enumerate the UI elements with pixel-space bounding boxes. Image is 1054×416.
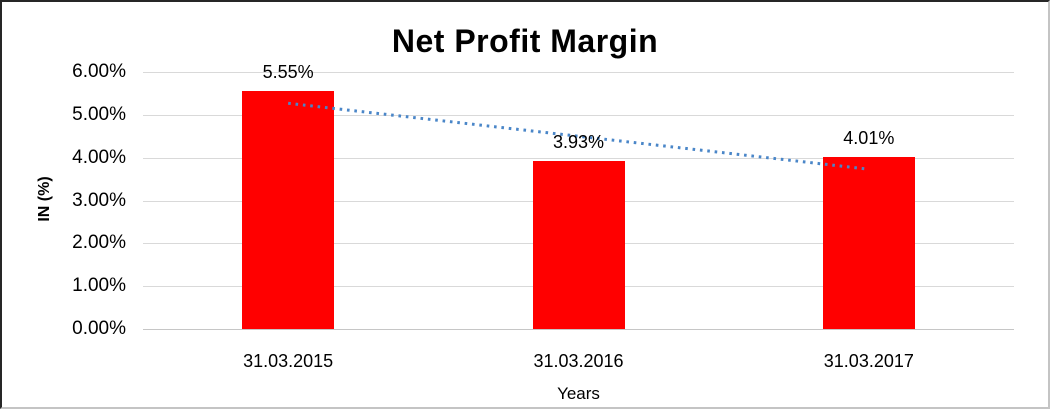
x-tick-label: 31.03.2017 [823, 351, 914, 371]
chart-title: Net Profit Margin [391, 23, 659, 59]
x-axis-line [143, 329, 1014, 330]
y-tick-label: 1.00% [72, 275, 126, 297]
y-tick-label: 0.00% [72, 318, 126, 339]
x-axis-title: Years [557, 384, 600, 403]
x-tick-label: 31.03.2016 [533, 351, 624, 371]
bar-data-label: 3.93% [552, 131, 605, 152]
y-tick-label: 3.00% [72, 189, 126, 211]
y-tick-label: 5.00% [72, 103, 126, 125]
bar-data-label: 5.55% [262, 62, 314, 83]
gridline [143, 72, 1014, 73]
bar [532, 160, 625, 329]
y-tick-label: 6.00% [72, 61, 126, 82]
y-tick-label: 2.00% [72, 232, 126, 254]
bar [822, 157, 915, 329]
chart-border [0, 0, 1050, 409]
y-tick-label: 4.00% [72, 146, 126, 168]
bar-data-label: 4.01% [843, 128, 895, 149]
x-tick-label: 31.03.2015 [243, 351, 334, 371]
